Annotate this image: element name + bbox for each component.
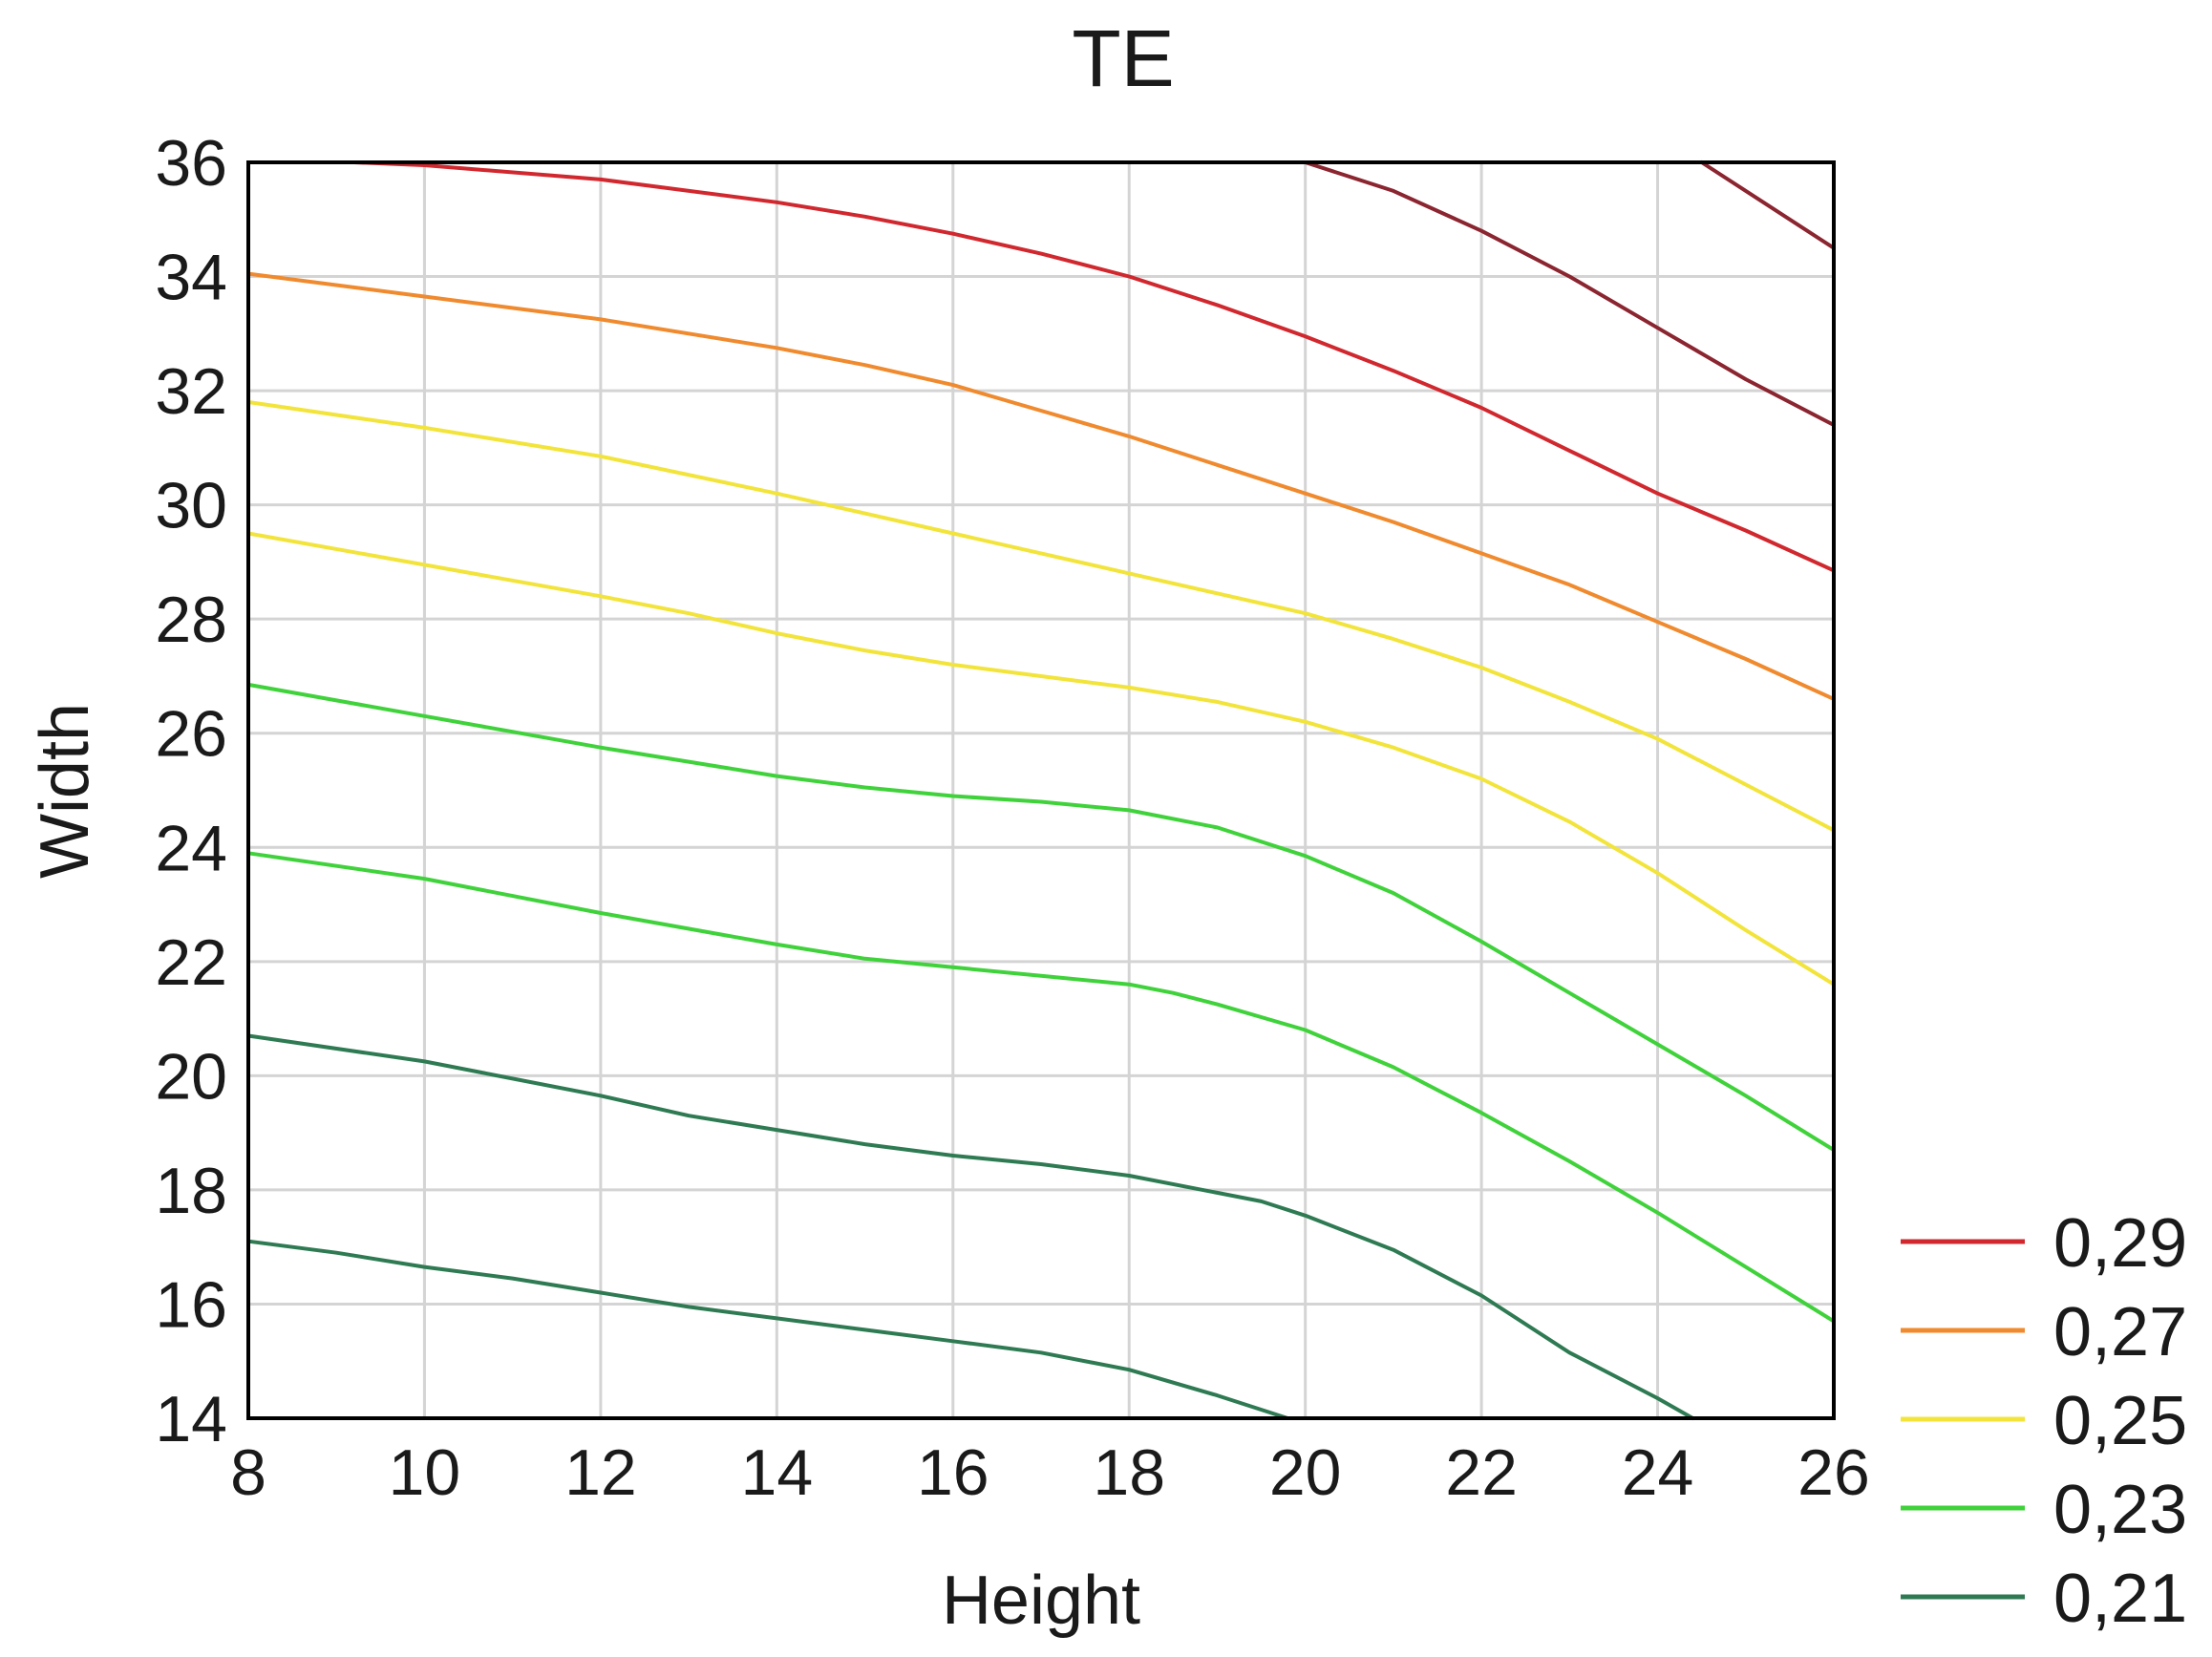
legend-label: 0,27 <box>2053 1294 2187 1370</box>
contour-line-0-25-5 <box>246 531 1836 987</box>
y-tick-label: 20 <box>155 1040 227 1113</box>
y-tick-label: 24 <box>155 812 227 884</box>
legend-label: 0,29 <box>2053 1205 2187 1282</box>
contour-line-0-27-3 <box>246 271 1836 701</box>
contour-line-0-31-1 <box>1699 160 1836 250</box>
contour-line-0-29-2 <box>351 160 1836 573</box>
y-axis-ticks: 14 16 18 20 22 24 26 28 30 32 34 36 <box>155 127 227 1455</box>
legend-label: 0,23 <box>2053 1472 2187 1548</box>
contour-line-0-25-4 <box>246 400 1836 833</box>
contour-line-0-23-6 <box>246 682 1836 1153</box>
y-tick-label: 36 <box>155 127 227 200</box>
y-axis-label: Width <box>27 703 103 879</box>
y-tick-label: 14 <box>155 1383 227 1455</box>
y-tick-label: 32 <box>155 355 227 428</box>
legend: 0,29 0,27 0,25 0,23 0,21 <box>1901 1205 2187 1637</box>
y-tick-label: 16 <box>155 1268 227 1341</box>
contour-line-0-31-0 <box>1303 160 1836 427</box>
x-tick-label: 18 <box>1093 1436 1165 1509</box>
x-tick-label: 22 <box>1445 1436 1518 1509</box>
x-axis-ticks: 8 10 12 14 16 18 20 22 24 26 <box>230 1436 1870 1509</box>
x-tick-label: 10 <box>389 1436 461 1509</box>
y-tick-label: 34 <box>155 242 227 314</box>
plot-frame <box>246 160 1836 1420</box>
x-tick-label: 14 <box>741 1436 814 1509</box>
x-tick-label: 24 <box>1622 1436 1694 1509</box>
gridlines <box>248 162 1834 1418</box>
y-tick-label: 18 <box>155 1155 227 1227</box>
x-tick-label: 16 <box>917 1436 989 1509</box>
x-tick-label: 12 <box>564 1436 637 1509</box>
x-tick-label: 20 <box>1269 1436 1342 1509</box>
y-tick-label: 30 <box>155 470 227 542</box>
contour-line-0-21-9 <box>246 1239 1290 1420</box>
x-tick-label: 8 <box>230 1436 266 1509</box>
contour-line-0-23-7 <box>246 851 1836 1324</box>
y-tick-label: 22 <box>155 926 227 999</box>
x-tick-label: 26 <box>1797 1436 1870 1509</box>
y-tick-label: 28 <box>155 584 227 656</box>
legend-label: 0,21 <box>2053 1561 2187 1637</box>
y-tick-label: 26 <box>155 698 227 771</box>
x-axis-label: Height <box>942 1562 1140 1639</box>
chart-title: TE <box>1072 13 1174 103</box>
contour-lines <box>246 160 1836 1420</box>
contour-line-0-21-8 <box>246 1033 1695 1420</box>
legend-label: 0,25 <box>2053 1383 2187 1459</box>
